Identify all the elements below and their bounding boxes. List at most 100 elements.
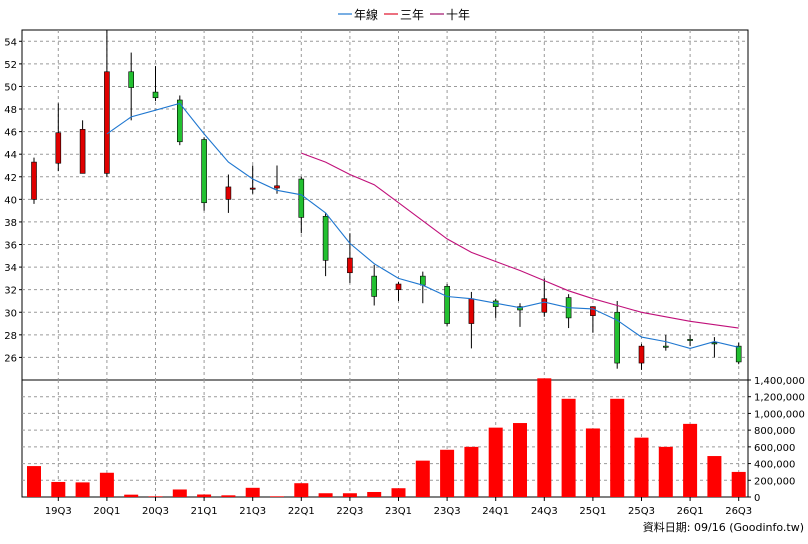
volume-bar xyxy=(610,398,625,497)
time-tick-label: 23Q3 xyxy=(434,506,461,517)
volume-bar xyxy=(367,491,382,497)
volume-bar xyxy=(197,494,212,497)
candle-body xyxy=(225,186,232,200)
candle-body xyxy=(177,99,183,143)
volume-tick-label: 0 xyxy=(754,493,760,504)
candle-body xyxy=(395,283,402,290)
volume-bar xyxy=(391,488,406,497)
volume-tick-label: 400,000 xyxy=(754,460,795,471)
volume-bar xyxy=(51,481,66,497)
volume-bar xyxy=(488,427,503,497)
price-tick-label: 46 xyxy=(4,128,17,139)
volume-bar xyxy=(318,493,333,497)
price-tick-label: 30 xyxy=(4,308,17,319)
price-tick-label: 40 xyxy=(4,195,17,206)
candle-body xyxy=(614,311,621,364)
volume-panel xyxy=(21,379,749,498)
price-tick-label: 36 xyxy=(4,241,17,252)
volume-bars xyxy=(27,378,746,497)
volume-bar xyxy=(634,437,649,497)
volume-tick-label: 1,400,000 xyxy=(754,376,805,387)
candle-body xyxy=(638,345,645,364)
candle-body xyxy=(541,298,548,313)
price-panel xyxy=(21,29,749,381)
time-tick-label: 21Q1 xyxy=(191,506,218,517)
volume-bar xyxy=(221,495,236,497)
volume-bar xyxy=(707,456,722,497)
candle-body xyxy=(517,306,523,311)
volume-bar xyxy=(658,446,673,497)
price-tick-label: 28 xyxy=(4,331,17,342)
volume-bar xyxy=(731,471,746,497)
volume-bar xyxy=(245,487,260,497)
time-tick-label: 22Q3 xyxy=(336,506,363,517)
candle-body xyxy=(104,71,110,174)
time-tick-label: 21Q3 xyxy=(239,506,266,517)
time-tick-label: 25Q3 xyxy=(628,506,655,517)
candle-body xyxy=(590,306,596,316)
ma-3y-line xyxy=(301,152,739,329)
volume-bar xyxy=(683,423,698,497)
time-tick-label: 25Q1 xyxy=(579,506,606,517)
time-tick-label: 20Q1 xyxy=(93,506,120,517)
ma-year-line xyxy=(106,102,739,349)
time-tick-label: 26Q1 xyxy=(677,506,704,517)
volume-tick-label: 800,000 xyxy=(754,426,795,437)
price-tick-label: 42 xyxy=(4,173,17,184)
candle-body xyxy=(711,342,718,345)
candle-body xyxy=(128,71,134,88)
candle-body xyxy=(201,139,207,204)
volume-bar xyxy=(99,472,114,497)
price-tick-label: 26 xyxy=(4,353,17,364)
time-tick-label: 20Q3 xyxy=(142,506,169,517)
candle-body xyxy=(735,345,742,363)
time-tick-label: 19Q3 xyxy=(45,506,72,517)
volume-bar xyxy=(342,493,357,497)
legend-label-ma-10y: 十年 xyxy=(446,8,470,22)
volume-tick-label: 600,000 xyxy=(754,443,795,454)
price-tick-label: 48 xyxy=(4,105,17,116)
candle-body xyxy=(468,298,475,324)
candle-body xyxy=(298,178,305,218)
volume-axis: 0 200,000 400,000 600,000 800,000 1,000,000 1,… xyxy=(748,376,805,504)
candle-body xyxy=(371,275,378,297)
volume-bar xyxy=(124,494,139,497)
price-tick-label: 52 xyxy=(4,60,17,71)
time-tick-label: 22Q1 xyxy=(288,506,315,517)
candle-body xyxy=(152,91,159,99)
candle-body xyxy=(347,257,353,274)
volume-tick-label: 1,200,000 xyxy=(754,393,805,404)
volume-bar xyxy=(415,460,430,497)
volume-bar xyxy=(464,446,479,497)
price-tick-label: 32 xyxy=(4,286,17,297)
volume-bar xyxy=(172,489,187,497)
price-tick-label: 34 xyxy=(4,263,17,274)
legend: 年線 三年 十年 xyxy=(338,7,470,22)
price-axis: 26 28 30 32 34 36 38 40 42 44 46 48 50 52 54 xyxy=(4,37,22,364)
candle-body xyxy=(687,339,693,341)
volume-bar xyxy=(561,398,576,497)
time-tick-label: 23Q1 xyxy=(385,506,412,517)
candle-body xyxy=(444,285,450,324)
price-tick-label: 50 xyxy=(4,82,17,93)
volume-bar xyxy=(27,466,41,497)
candle-body xyxy=(274,185,280,189)
volume-bar xyxy=(75,482,90,497)
legend-label-ma-year: 年線 xyxy=(354,7,378,22)
volume-tick-label: 1,000,000 xyxy=(754,409,805,420)
time-tick-label: 24Q3 xyxy=(531,506,558,517)
volume-bar xyxy=(270,496,284,497)
time-tick-label: 24Q1 xyxy=(482,506,509,517)
volume-bar xyxy=(585,428,600,497)
candle-body xyxy=(55,132,62,164)
moving-average-lines xyxy=(106,102,739,349)
data-date-caption: 資料日期: 09/16 (Goodinfo.tw) xyxy=(643,520,804,534)
volume-bar xyxy=(148,496,163,497)
candle-body xyxy=(79,129,86,174)
candle-body xyxy=(662,345,669,348)
volume-bar xyxy=(513,423,527,497)
legend-label-ma-3y: 三年 xyxy=(400,8,424,22)
price-tick-label: 38 xyxy=(4,218,17,229)
